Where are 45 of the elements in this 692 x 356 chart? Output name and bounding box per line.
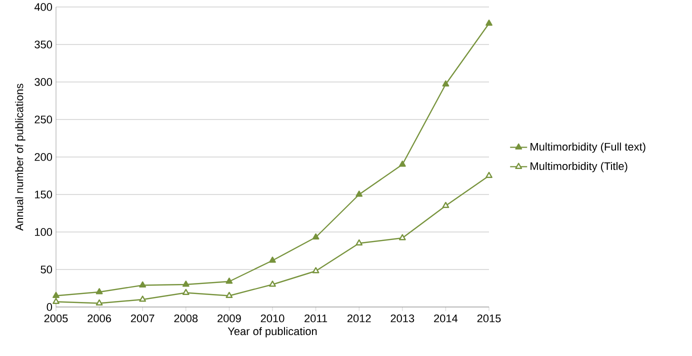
y-tick-label: 400 [34, 3, 52, 11]
x-tick-label: 2012 [347, 314, 371, 322]
y-tick-label: 0 [46, 303, 52, 311]
point [182, 280, 190, 287]
x-tick-label: 2008 [174, 314, 198, 322]
point [356, 190, 363, 197]
point [139, 281, 146, 288]
point [356, 239, 363, 246]
y-tick-label: 200 [34, 153, 52, 161]
point [486, 20, 492, 26]
point [398, 160, 406, 167]
point [442, 202, 450, 208]
point [139, 296, 146, 302]
point [52, 292, 60, 298]
x-tick-label: 2010 [260, 314, 284, 322]
point [96, 288, 103, 294]
x-tick-label: 2007 [130, 314, 154, 322]
y-axis-title: Annual number of publications [15, 84, 26, 231]
point [96, 299, 103, 306]
point [442, 80, 450, 86]
y-tick-label: 100 [35, 228, 52, 236]
y-tick-label: 350 [34, 40, 52, 48]
point [486, 172, 492, 178]
point [182, 288, 190, 295]
point [226, 292, 233, 298]
point [312, 233, 320, 240]
point [269, 280, 276, 287]
point [226, 278, 233, 284]
x-tick-label: 2005 [44, 314, 68, 322]
x-tick-label: 2009 [218, 314, 241, 322]
point [269, 256, 276, 263]
y-tick-label: 250 [34, 116, 52, 124]
y-tick-label: 300 [34, 78, 52, 86]
x-tick-label: 2011 [304, 314, 328, 322]
x-axis-title: Year of publication [228, 327, 317, 338]
y-tick-label: 50 [40, 266, 52, 274]
point [398, 234, 406, 240]
y-tick-label: 150 [35, 190, 52, 198]
legend-label: Multimorbidity (Title) [530, 162, 628, 172]
legend-label: Multimorbidity (Full text) [530, 142, 646, 153]
point [312, 267, 320, 274]
x-tick-label: 2014 [434, 314, 458, 322]
x-tick-label: 2006 [88, 314, 111, 322]
x-tick-label: 2013 [390, 314, 414, 322]
x-tick-label: 2015 [477, 314, 501, 322]
